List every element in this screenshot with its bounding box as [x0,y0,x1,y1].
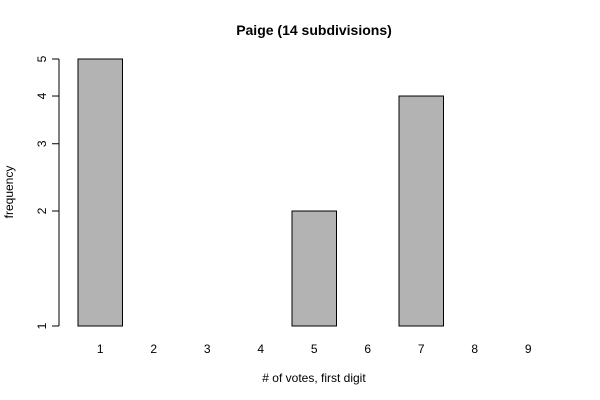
x-tick-label-9: 9 [525,342,532,356]
chart-title: Paige (14 subdivisions) [236,22,392,38]
y-axis-label: frequency [2,166,16,219]
y-axis: 1 2 3 4 5 [35,55,60,329]
x-tick-label-5: 5 [311,342,318,356]
y-tick-label: 3 [35,140,49,147]
x-tick-label-7: 7 [418,342,425,356]
x-tick-labels: 1 2 3 4 5 6 7 8 9 [97,342,532,356]
y-tick-label: 2 [35,207,49,214]
x-tick-label-3: 3 [204,342,211,356]
x-tick-label-2: 2 [150,342,157,356]
y-tick-label: 5 [35,55,49,62]
x-tick-label-8: 8 [471,342,478,356]
bars-group [77,58,444,327]
bar-1 [77,58,123,327]
x-tick-label-1: 1 [97,342,104,356]
x-axis-label: # of votes, first digit [262,371,366,385]
bar-7 [398,95,444,327]
x-tick-label-4: 4 [257,342,264,356]
y-tick-label: 1 [35,322,49,329]
y-tick-label: 4 [35,92,49,99]
x-tick-label-6: 6 [364,342,371,356]
bar-5 [291,210,337,327]
